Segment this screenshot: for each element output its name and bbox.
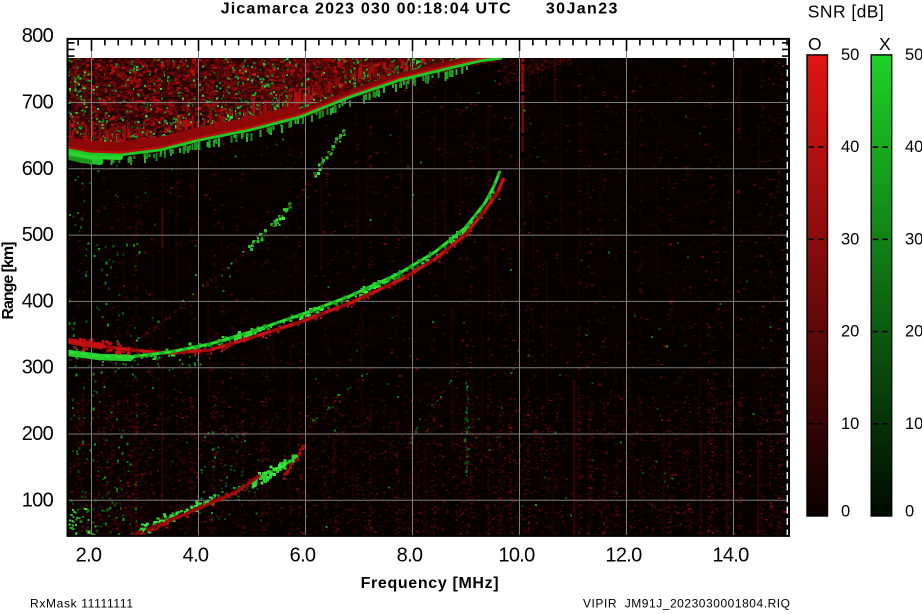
svg-text:0: 0	[905, 503, 914, 521]
svg-text:30: 30	[905, 230, 922, 248]
svg-text:VIPIR JM91J_2023030001804.RIQ: VIPIR JM91J_2023030001804.RIQ	[583, 596, 790, 610]
svg-text:100: 100	[22, 489, 54, 511]
svg-text:500: 500	[22, 224, 54, 246]
svg-text:10: 10	[841, 415, 859, 433]
svg-text:6.0: 6.0	[290, 545, 316, 567]
svg-text:X: X	[879, 34, 891, 54]
svg-text:RxMask 11111111: RxMask 11111111	[30, 596, 133, 610]
svg-text:40: 40	[841, 138, 859, 156]
svg-text:30: 30	[841, 230, 859, 248]
svg-text:10.0: 10.0	[498, 545, 535, 567]
svg-text:4.0: 4.0	[183, 545, 209, 567]
svg-text:10: 10	[905, 415, 922, 433]
svg-text:0: 0	[841, 503, 850, 521]
svg-text:400: 400	[22, 290, 54, 312]
svg-text:12.0: 12.0	[605, 545, 642, 567]
svg-text:Range [km]: Range [km]	[0, 242, 17, 320]
svg-text:40: 40	[905, 138, 922, 156]
svg-text:Jicamarca 2023 030 00:18:04 UT: Jicamarca 2023 030 00:18:04 UTC	[221, 1, 511, 18]
svg-text:300: 300	[22, 357, 54, 379]
svg-text:800: 800	[22, 25, 54, 47]
svg-text:2.0: 2.0	[76, 545, 102, 567]
svg-text:700: 700	[22, 92, 54, 114]
svg-text:SNR [dB]: SNR [dB]	[808, 2, 884, 22]
svg-text:20: 20	[905, 323, 922, 341]
svg-text:20: 20	[841, 323, 859, 341]
svg-text:O: O	[808, 34, 822, 54]
svg-text:50: 50	[905, 46, 922, 64]
svg-text:14.0: 14.0	[712, 545, 749, 567]
svg-text:30Jan23: 30Jan23	[546, 1, 618, 18]
svg-text:200: 200	[22, 423, 54, 445]
svg-text:600: 600	[22, 158, 54, 180]
svg-text:8.0: 8.0	[397, 545, 423, 567]
svg-text:50: 50	[841, 46, 859, 64]
svg-text:Frequency [MHz]: Frequency [MHz]	[361, 575, 499, 592]
